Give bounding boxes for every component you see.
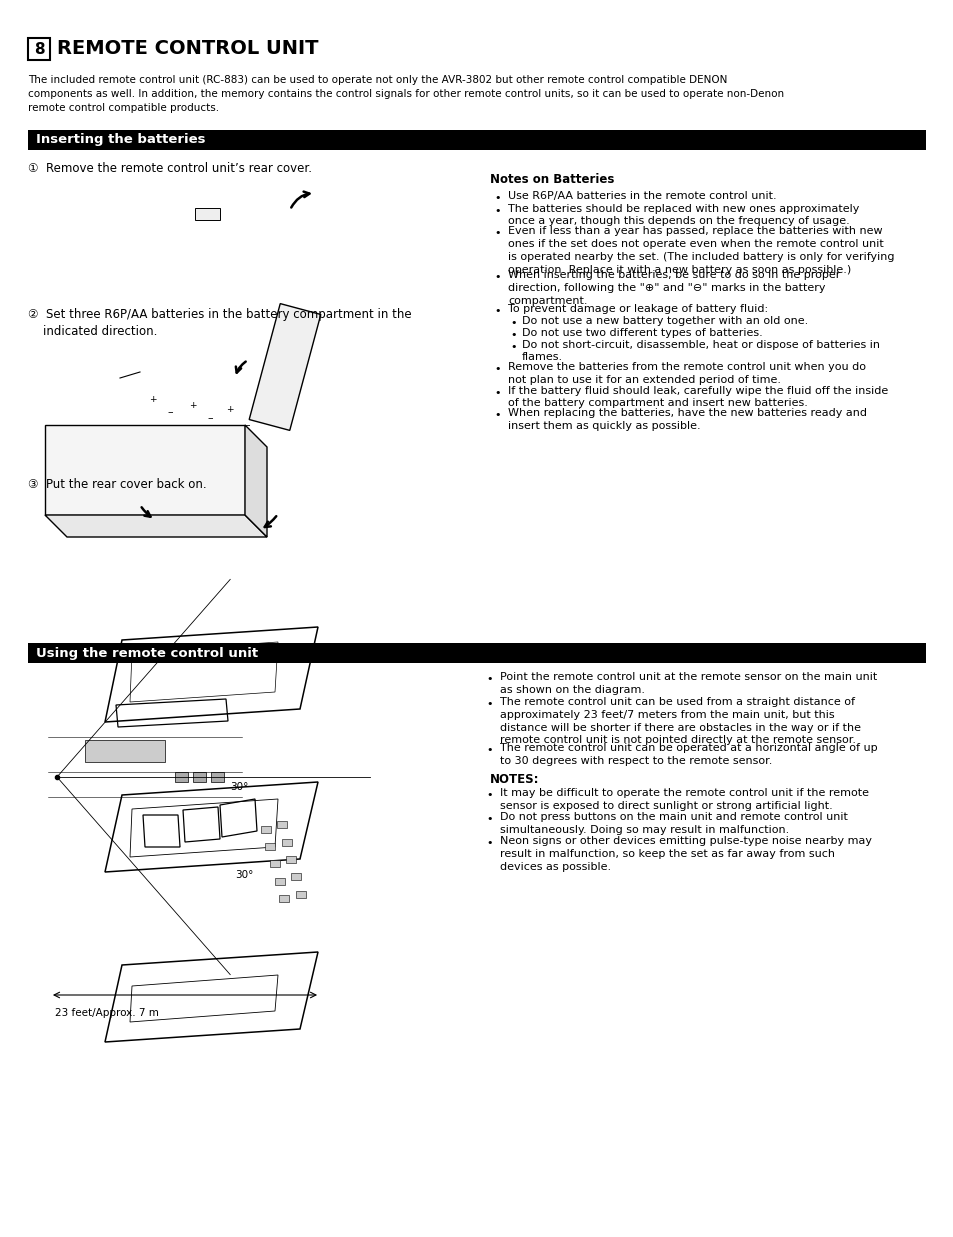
Text: Even if less than a year has passed, replace the batteries with new
ones if the : Even if less than a year has passed, rep… xyxy=(507,226,894,275)
Bar xyxy=(28,643,925,663)
Bar xyxy=(274,878,284,884)
Bar xyxy=(270,861,279,867)
Bar xyxy=(174,772,188,782)
Text: The remote control unit can be used from a straight distance of
approximately 23: The remote control unit can be used from… xyxy=(499,696,861,746)
Text: •: • xyxy=(486,674,493,684)
Text: •: • xyxy=(495,229,500,239)
Text: •: • xyxy=(495,306,500,315)
Bar xyxy=(193,772,206,782)
Text: +: + xyxy=(149,396,156,404)
Text: •: • xyxy=(495,205,500,215)
Text: •: • xyxy=(486,814,493,824)
Polygon shape xyxy=(45,515,267,537)
Text: •: • xyxy=(495,387,500,397)
Text: •: • xyxy=(486,790,493,800)
Bar xyxy=(28,130,925,150)
Text: 30°: 30° xyxy=(230,782,248,792)
Text: •: • xyxy=(495,411,500,421)
Bar xyxy=(291,873,301,881)
Bar xyxy=(28,38,50,61)
Text: It may be difficult to operate the remote control unit if the remote
sensor is e: It may be difficult to operate the remot… xyxy=(499,788,868,810)
Text: Inserting the batteries: Inserting the batteries xyxy=(36,134,205,146)
Text: Do not short-circuit, disassemble, heat or dispose of batteries in
flames.: Do not short-circuit, disassemble, heat … xyxy=(521,339,879,362)
Text: Remove the batteries from the remote control unit when you do
not plan to use it: Remove the batteries from the remote con… xyxy=(507,362,865,385)
Bar xyxy=(295,891,305,898)
Text: •: • xyxy=(486,837,493,849)
Text: •: • xyxy=(495,193,500,203)
Bar xyxy=(194,208,220,220)
Bar xyxy=(265,842,275,850)
Text: Do not use a new battery together with an old one.: Do not use a new battery together with a… xyxy=(521,317,807,327)
Text: When inserting the batteries, be sure to do so in the proper
direction, followin: When inserting the batteries, be sure to… xyxy=(507,271,840,306)
Text: NOTES:: NOTES: xyxy=(490,773,539,785)
Text: •: • xyxy=(510,330,517,340)
Text: The included remote control unit (RC-883) can be used to operate not only the AV: The included remote control unit (RC-883… xyxy=(28,75,783,113)
Text: Do not use two different types of batteries.: Do not use two different types of batter… xyxy=(521,328,762,338)
Text: •: • xyxy=(486,745,493,755)
Polygon shape xyxy=(45,426,245,515)
Text: 8: 8 xyxy=(33,42,44,57)
Text: +: + xyxy=(189,401,196,409)
Bar xyxy=(286,856,296,863)
Text: The batteries should be replaced with new ones approximately
once a year, though: The batteries should be replaced with ne… xyxy=(507,204,859,226)
Text: ③  Put the rear cover back on.: ③ Put the rear cover back on. xyxy=(28,477,207,491)
Bar xyxy=(279,896,289,902)
Text: 30°: 30° xyxy=(234,870,253,880)
Text: +: + xyxy=(226,406,233,414)
Text: Using the remote control unit: Using the remote control unit xyxy=(36,647,258,659)
Bar xyxy=(281,839,292,846)
Text: Point the remote control unit at the remote sensor on the main unit
as shown on : Point the remote control unit at the rem… xyxy=(499,672,877,695)
Text: –: – xyxy=(244,421,250,430)
Text: The remote control unit can be operated at a horizontal angle of up
to 30 degree: The remote control unit can be operated … xyxy=(499,743,877,766)
Text: •: • xyxy=(495,365,500,375)
Text: Notes on Batteries: Notes on Batteries xyxy=(490,173,614,186)
Bar xyxy=(211,772,224,782)
Text: •: • xyxy=(510,318,517,329)
Text: REMOTE CONTROL UNIT: REMOTE CONTROL UNIT xyxy=(57,40,318,58)
Text: •: • xyxy=(495,272,500,282)
Text: •: • xyxy=(486,699,493,709)
Text: •: • xyxy=(510,341,517,351)
Text: Do not press buttons on the main unit and remote control unit
simultaneously. Do: Do not press buttons on the main unit an… xyxy=(499,811,847,835)
Bar xyxy=(85,740,165,762)
Text: Use R6P/AA batteries in the remote control unit.: Use R6P/AA batteries in the remote contr… xyxy=(507,190,776,200)
Polygon shape xyxy=(245,426,267,537)
Text: Neon signs or other devices emitting pulse-type noise nearby may
result in malfu: Neon signs or other devices emitting pul… xyxy=(499,836,871,872)
Text: When replacing the batteries, have the new batteries ready and
insert them as qu: When replacing the batteries, have the n… xyxy=(507,408,866,432)
Text: To prevent damage or leakage of battery fluid:: To prevent damage or leakage of battery … xyxy=(507,304,767,314)
Bar xyxy=(276,821,287,829)
Polygon shape xyxy=(249,303,320,430)
Text: –: – xyxy=(167,407,172,417)
Text: If the battery fluid should leak, carefully wipe the fluid off the inside
of the: If the battery fluid should leak, carefu… xyxy=(507,386,887,408)
Text: –: – xyxy=(207,413,213,423)
Text: ①  Remove the remote control unit’s rear cover.: ① Remove the remote control unit’s rear … xyxy=(28,162,312,174)
Text: ②  Set three R6P/AA batteries in the battery compartment in the
    indicated di: ② Set three R6P/AA batteries in the batt… xyxy=(28,308,411,338)
Text: 23 feet/Approx. 7 m: 23 feet/Approx. 7 m xyxy=(55,1008,159,1018)
Bar xyxy=(260,825,271,833)
